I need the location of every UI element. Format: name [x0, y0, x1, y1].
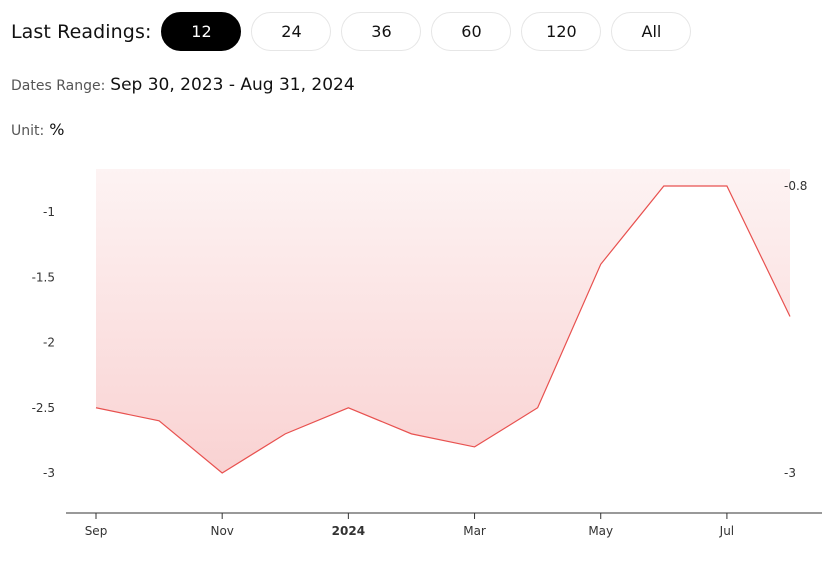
readings-120-button[interactable]: 120 [521, 12, 602, 51]
data-point [789, 315, 791, 317]
unit-value: % [49, 120, 65, 139]
x-tick-label: Nov [210, 524, 233, 538]
data-point [284, 433, 286, 435]
series-line [95, 185, 791, 474]
y-tick-label: -2 [43, 336, 55, 350]
x-tick-label: Jul [719, 524, 734, 538]
y-tick-label: -1.5 [32, 270, 55, 284]
dates-range-label: Dates Range: [11, 78, 106, 94]
readings-24-button[interactable]: 24 [251, 12, 332, 51]
y-tick-label: -2.5 [32, 401, 55, 415]
data-point [663, 185, 665, 187]
data-point [600, 263, 602, 265]
dates-range: Dates Range: Sep 30, 2023 - Aug 31, 2024 [11, 75, 355, 95]
x-tick-label: May [588, 524, 613, 538]
x-tick-label: Sep [85, 524, 108, 538]
data-point [410, 433, 412, 435]
readings-60-button[interactable]: 60 [431, 12, 512, 51]
data-point [221, 472, 223, 474]
last-readings-bar: Last Readings: 12 24 36 60 120 All [11, 12, 701, 51]
plot-area: -1 -1.5 -2 -2.5 -3 -0.8 -3 Sep Nov 2024 Mar May Jul [32, 169, 822, 538]
x-tick-label: Mar [463, 524, 486, 538]
y-right-label: -3 [784, 466, 796, 480]
data-point [537, 407, 539, 409]
area-fill [96, 169, 790, 473]
data-point [726, 185, 728, 187]
readings-all-button[interactable]: All [611, 12, 692, 51]
readings-12-button[interactable]: 12 [161, 12, 242, 51]
y-tick-label: -3 [43, 466, 55, 480]
unit-info: Unit: % [11, 120, 64, 139]
data-point [158, 420, 160, 422]
y-tick-label: -1 [43, 205, 55, 219]
data-point [474, 446, 476, 448]
readings-36-button[interactable]: 36 [341, 12, 422, 51]
unit-label: Unit: [11, 123, 45, 139]
last-readings-label: Last Readings: [11, 20, 152, 43]
x-tick-label: 2024 [332, 524, 365, 538]
data-point [347, 407, 349, 409]
data-point [95, 407, 97, 409]
dates-range-value: Sep 30, 2023 - Aug 31, 2024 [110, 75, 355, 95]
y-right-label: -0.8 [784, 179, 807, 193]
